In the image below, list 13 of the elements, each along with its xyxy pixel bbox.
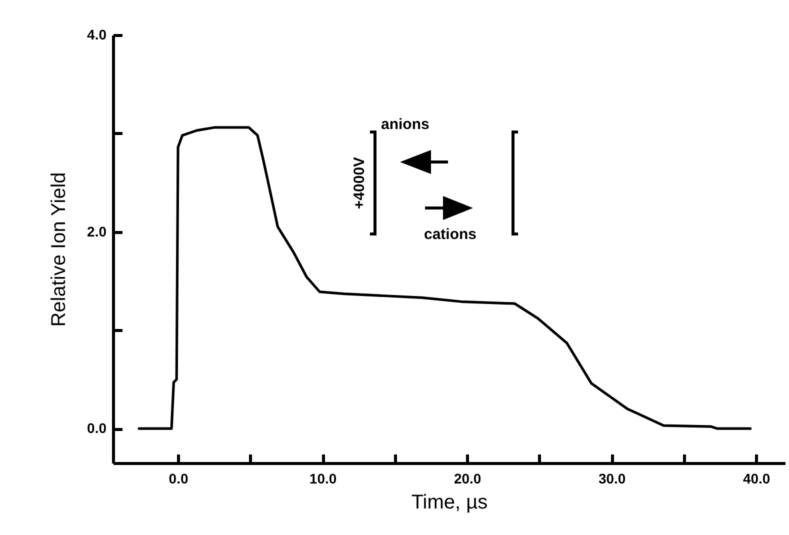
annotation: +4000V xyxy=(351,156,368,210)
y-tick-label: 2.0 xyxy=(87,223,107,240)
annotation: anions xyxy=(381,116,430,133)
x-axis-title: Time, µs xyxy=(411,492,488,514)
y-tick-label: 0.0 xyxy=(87,420,107,436)
x-tick-label: 10.0 xyxy=(309,470,337,486)
x-tick-label: 20.0 xyxy=(454,470,482,486)
x-tick-label: 40.0 xyxy=(742,470,770,486)
y-axis-title: Relative Ion Yield xyxy=(48,172,70,327)
y-tick-label: 4.0 xyxy=(87,26,107,42)
x-tick-label: 0.0 xyxy=(168,470,188,486)
annotation: cations xyxy=(424,226,477,243)
x-tick-label: 30.0 xyxy=(598,470,626,486)
